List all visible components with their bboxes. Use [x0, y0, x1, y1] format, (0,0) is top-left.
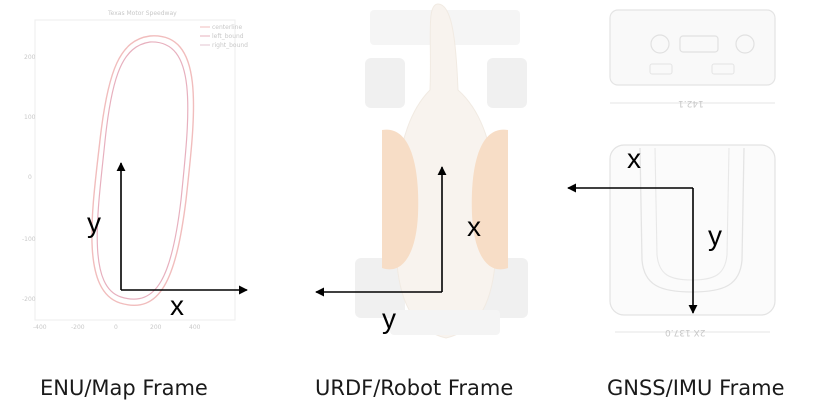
imu-dimension-bottom: 2X 137.0: [665, 327, 706, 337]
legend-entry-centerline: centerline: [212, 24, 243, 31]
track-outer-line: [91, 35, 195, 306]
x-tick-label: 400: [189, 324, 201, 331]
track-plot-title: Texas Motor Speedway: [108, 10, 177, 17]
enu-y-axis-label: y: [87, 207, 101, 238]
urdf-frame-caption: URDF/Robot Frame: [315, 376, 514, 400]
gnss-y-axis-label: y: [708, 220, 722, 251]
imu-top-view: [609, 9, 776, 86]
legend-entry-right-bound: right_bound: [212, 42, 248, 49]
plot-legend: [200, 26, 210, 46]
enu-x-axis-label: x: [170, 290, 184, 321]
urdf-x-axis-label: x: [467, 211, 481, 242]
gnss-axes: [567, 183, 698, 314]
y-tick-label: 200: [24, 54, 36, 61]
legend-entry-left-bound: left_bound: [212, 33, 244, 40]
y-tick-label: 0: [28, 174, 32, 181]
track-inner-line: [96, 41, 189, 300]
track-plot-background: [34, 19, 236, 321]
imu-dimension-top: 142.1: [678, 98, 704, 108]
x-tick-label: 0: [114, 324, 118, 331]
urdf-y-axis-label: y: [382, 303, 396, 334]
enu-frame-caption: ENU/Map Frame: [40, 376, 208, 400]
plot-area: [34, 19, 236, 321]
y-tick-label: 100: [24, 114, 36, 121]
x-tick-label: 200: [150, 324, 162, 331]
y-tick-label: -100: [22, 236, 36, 243]
urdf-axes: [315, 166, 447, 297]
x-tick-label: -200: [71, 324, 85, 331]
gnss-frame-caption: GNSS/IMU Frame: [607, 376, 785, 400]
enu-axes: [116, 162, 248, 295]
gnss-x-axis-label: x: [627, 143, 641, 174]
x-tick-label: -400: [33, 324, 47, 331]
y-tick-label: -200: [22, 296, 36, 303]
